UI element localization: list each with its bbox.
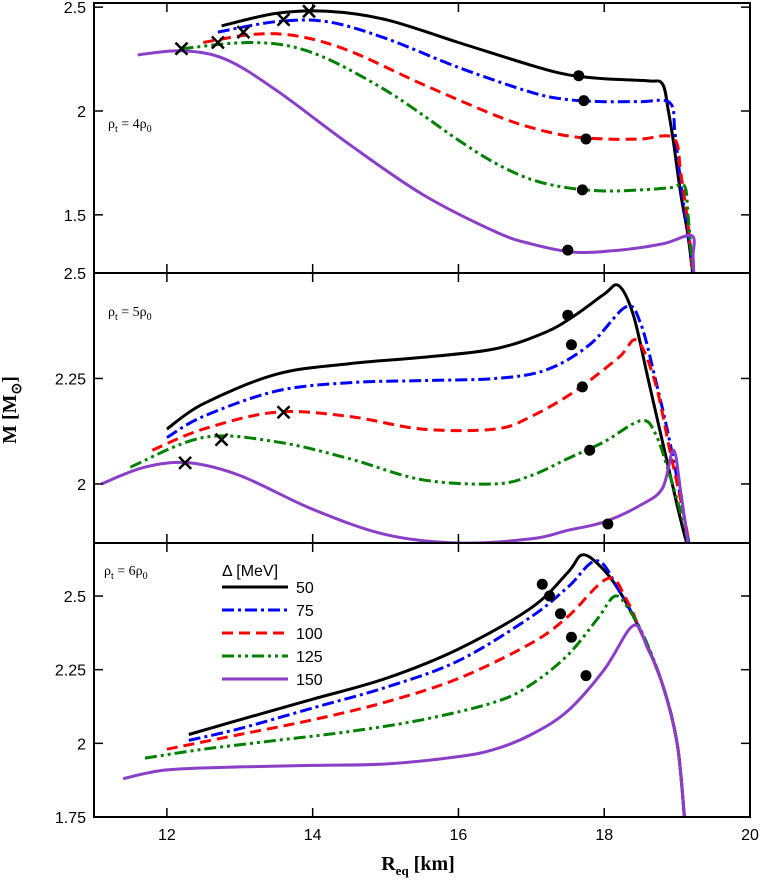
legend-entries: 50 75 100 125 150 bbox=[222, 580, 323, 689]
panel-2-dot-marker bbox=[562, 309, 574, 321]
y-tick-label: 2.25 bbox=[55, 371, 86, 388]
panel-2-frame bbox=[93, 272, 751, 544]
panel-3-dot-marker bbox=[536, 578, 548, 590]
panel-3-dot-marker bbox=[544, 590, 556, 602]
panel-3-series-line-75 bbox=[188, 559, 686, 816]
panel-1-cross-marker bbox=[276, 12, 291, 27]
panel-2-dot-marker bbox=[565, 339, 577, 351]
ticks-layer: 1.5 2 2.5 2 2.25 2.5 1.75 2 2.25 2.5 12 14 16 18 20 bbox=[55, 0, 759, 844]
panel-1-dot-marker bbox=[580, 133, 592, 145]
panel-1-series-line-150 bbox=[137, 49, 696, 272]
legend-label-100: 100 bbox=[296, 626, 323, 643]
panel-1-cross-marker bbox=[211, 35, 225, 50]
panel-1-series-line-50 bbox=[221, 9, 695, 272]
y-tick-label: 2 bbox=[77, 104, 86, 121]
y-tick-label: 1.75 bbox=[55, 810, 86, 827]
panel-1-cross-marker bbox=[174, 41, 189, 56]
panel-3-dot-marker bbox=[554, 608, 566, 620]
legend-label-75: 75 bbox=[296, 603, 314, 620]
panel-2-annotation: ρt = 5ρ0 bbox=[108, 305, 152, 323]
x-tick-label: 20 bbox=[741, 827, 759, 844]
panel-1-series-line-75 bbox=[217, 18, 695, 272]
panel-2-dot-marker bbox=[602, 518, 614, 530]
x-tick-label: 14 bbox=[304, 827, 322, 844]
panel-1-dot-marker bbox=[573, 70, 585, 82]
panel-3-series-line-125 bbox=[144, 594, 686, 816]
panel-1-series-line-125 bbox=[181, 40, 695, 272]
panel-3-frame bbox=[93, 542, 751, 818]
panel-3-series-line-100 bbox=[166, 576, 686, 816]
panel-2-cross-marker bbox=[178, 455, 192, 470]
y-tick-label: 2.5 bbox=[64, 589, 86, 606]
panel-2-series-line-150 bbox=[100, 448, 690, 542]
panel-1-dot-marker bbox=[576, 184, 588, 196]
panel-1-cross-marker bbox=[236, 25, 251, 39]
panel-2-series bbox=[100, 283, 691, 542]
panel-2-dot-marker bbox=[584, 444, 596, 456]
panel-2-series-line-100 bbox=[151, 338, 691, 542]
y-axis-title: M [M⊙] bbox=[0, 376, 25, 444]
x-tick-label: 16 bbox=[450, 827, 468, 844]
plot-layer bbox=[100, 4, 696, 816]
panel-1-series bbox=[137, 4, 696, 272]
y-tick-label: 2.5 bbox=[64, 0, 86, 17]
y-tick-label: 2.25 bbox=[55, 663, 86, 680]
x-axis-title: Req [km] bbox=[381, 853, 455, 878]
legend-title: Δ [MeV] bbox=[222, 563, 278, 580]
panel-3-dot-marker bbox=[565, 631, 577, 643]
panel-1-dot-marker bbox=[562, 244, 574, 256]
y-tick-label: 2.5 bbox=[64, 266, 86, 283]
legend-label-50: 50 bbox=[296, 580, 314, 597]
panel-1-dot-marker bbox=[578, 95, 590, 107]
legend: Δ [MeV] 50 75 100 125 150 bbox=[222, 563, 323, 689]
panel-2-cross-marker bbox=[276, 405, 291, 420]
legend-label-150: 150 bbox=[296, 672, 323, 689]
x-tick-label: 12 bbox=[158, 827, 176, 844]
panel-3-annotation: ρt = 6ρ0 bbox=[104, 564, 148, 582]
panel-3-dot-marker bbox=[580, 670, 592, 682]
panel-2-cross-marker bbox=[214, 432, 229, 447]
y-tick-label: 1.5 bbox=[64, 208, 86, 225]
panel-2-series-line-75 bbox=[166, 304, 691, 542]
panel-3-series bbox=[122, 553, 686, 816]
y-tick-label: 2 bbox=[77, 477, 86, 494]
y-tick-label: 2 bbox=[77, 736, 86, 753]
panel-3-series-line-150 bbox=[122, 623, 686, 816]
x-tick-label: 18 bbox=[595, 827, 613, 844]
panel-1-series-line-100 bbox=[203, 32, 695, 272]
panel-2-dot-marker bbox=[576, 381, 588, 393]
legend-label-125: 125 bbox=[296, 649, 323, 666]
panel-1-annotation: ρt = 4ρ0 bbox=[108, 117, 152, 135]
panel-2-series-line-125 bbox=[129, 418, 690, 542]
